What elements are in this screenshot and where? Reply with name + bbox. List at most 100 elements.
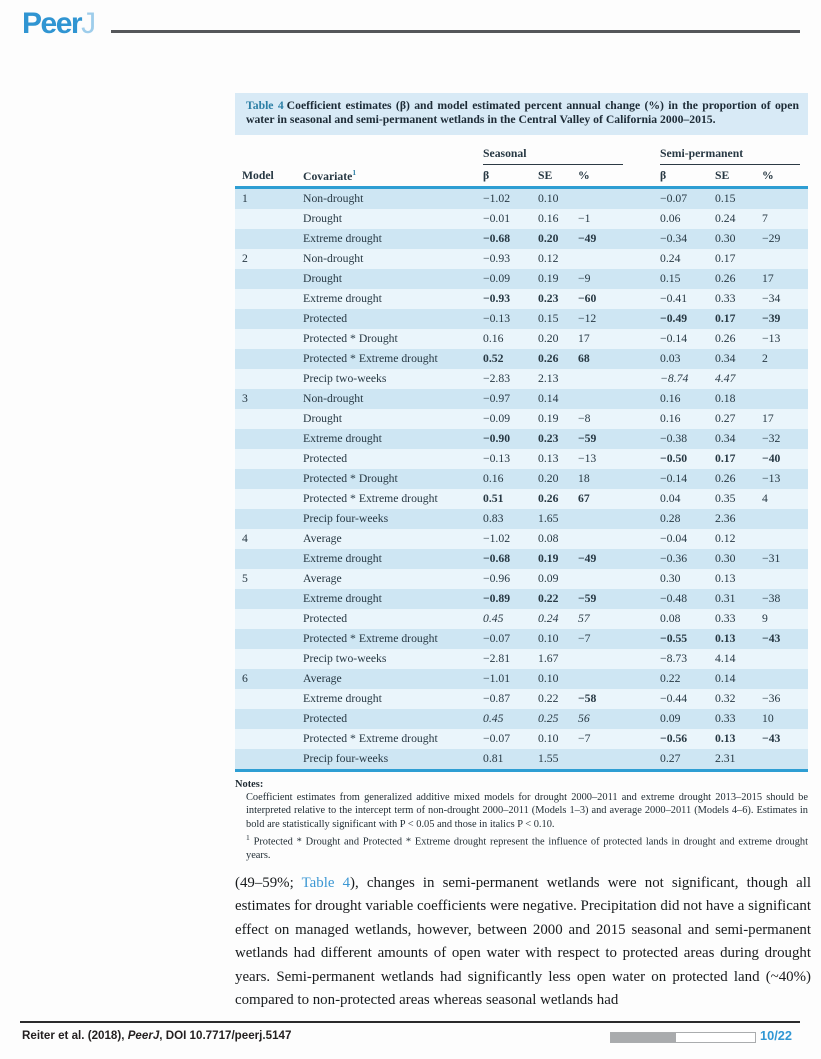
cell-semi-se: 0.34 [715, 352, 736, 366]
cell-model: 6 [242, 672, 248, 686]
table4-link[interactable]: Table 4 [301, 875, 351, 891]
cell-seasonal-beta: −0.09 [483, 412, 511, 426]
cell-covariate: Precip two-weeks [303, 652, 387, 666]
cell-covariate: Drought [303, 272, 342, 286]
cell-semi-pct: 17 [762, 272, 774, 286]
cell-covariate: Non-drought [303, 392, 364, 406]
table-row: Drought −0.09 0.19 −9 0.15 0.26 17 [235, 268, 809, 289]
table-row: 3 Non-drought −0.97 0.14 0.16 0.18 [235, 388, 809, 409]
cell-seasonal-se: 1.55 [538, 748, 578, 772]
cell-seasonal-beta: −1.01 [483, 672, 511, 686]
cell-semi-pct: 10 [762, 712, 774, 726]
column-header-row: Model Covariate1 β SE % β SE % [235, 164, 809, 189]
cell-semi-se: 0.15 [715, 192, 736, 206]
cell-semi-se: 0.18 [715, 392, 736, 406]
cell-semi-se: 4.47 [715, 372, 736, 386]
cell-semi-beta: −0.14 [660, 472, 688, 486]
group-header-seasonal: Seasonal [483, 139, 660, 165]
cell-seasonal-se: 0.08 [538, 532, 559, 546]
cell-covariate: Protected * Extreme drought [303, 352, 438, 366]
cell-semi-beta: 0.27 [660, 748, 716, 772]
table-row: Protected * Drought 0.16 0.20 17 −0.14 0.26 −1… [235, 328, 809, 349]
cell-model: 4 [242, 532, 248, 546]
cell-model [235, 269, 303, 289]
table-row: Extreme drought −0.89 0.22 −59 −0.48 0.31 −38 [235, 588, 809, 609]
col-header-seasonal-pct: % [578, 164, 661, 189]
cell-covariate: Drought [303, 212, 342, 226]
logo-text-peer: Peer [22, 7, 83, 40]
cell-semi-pct: −38 [762, 592, 781, 606]
cell-semi-beta: 0.06 [660, 212, 681, 226]
table-row: Drought −0.01 0.16 −1 0.06 0.24 7 [235, 208, 809, 229]
covariate-footnote-marker: 1 [352, 167, 357, 177]
footer-rule [20, 1021, 800, 1023]
cell-covariate: Drought [303, 412, 342, 426]
group-header-seasonal-label: Seasonal [483, 147, 624, 165]
cell-seasonal-pct: 56 [578, 712, 590, 726]
body-paragraph: (49–59%; Table 4), changes in semi-perma… [235, 872, 811, 1012]
cell-semi-beta: 0.09 [660, 712, 681, 726]
cell-seasonal-pct: −9 [578, 272, 591, 286]
cell-model [235, 409, 303, 429]
cell-semi-beta: −8.74 [660, 372, 689, 386]
body-text-pre: (49–59%; [235, 875, 302, 891]
cell-semi-pct: −34 [762, 292, 781, 306]
note-general: Coefficient estimates from generalized a… [246, 792, 808, 830]
cell-seasonal-beta: −0.96 [483, 572, 511, 586]
cell-covariate: Precip two-weeks [303, 372, 387, 386]
cell-seasonal-se: 0.19 [538, 272, 559, 286]
cell-seasonal-beta: −0.07 [483, 732, 511, 746]
cell-model [235, 289, 303, 309]
logo-text-j: J [81, 7, 96, 40]
cell-semi-beta: −0.04 [660, 532, 688, 546]
cell-semi-beta: −0.44 [660, 692, 688, 706]
cell-model [235, 589, 303, 609]
cell-semi-pct: −39 [762, 312, 781, 326]
cell-covariate: Average [303, 572, 342, 586]
cell-seasonal-se: 1.67 [538, 652, 559, 666]
citation-pre: Reiter et al. (2018), [22, 1029, 128, 1042]
cell-seasonal-beta: 0.83 [483, 512, 504, 526]
table-row: Extreme drought −0.93 0.23 −60 −0.41 0.33 −34 [235, 288, 809, 309]
col-header-covariate: Covariate1 [303, 164, 483, 189]
cell-semi-beta: −0.34 [660, 232, 688, 246]
cell-covariate: Extreme drought [303, 552, 382, 566]
cell-covariate: Protected * Extreme drought [303, 732, 438, 746]
cell-semi-se: 0.17 [715, 252, 736, 266]
table-row: Extreme drought −0.68 0.19 −49 −0.36 0.30 −31 [235, 548, 809, 569]
cell-semi-beta: 0.03 [660, 352, 681, 366]
cell-seasonal-pct: −7 [578, 732, 591, 746]
cell-model [235, 748, 303, 772]
cell-seasonal-pct [578, 529, 660, 549]
cell-semi-beta: 0.28 [660, 512, 681, 526]
cell-semi-se: 0.13 [715, 732, 736, 746]
cell-seasonal-beta: −0.07 [483, 632, 511, 646]
cell-semi-pct [762, 669, 808, 689]
cell-covariate: Extreme drought [303, 432, 382, 446]
cell-model: 1 [242, 192, 248, 206]
cell-semi-pct: 9 [762, 612, 768, 626]
cell-semi-se: 0.26 [715, 472, 736, 486]
cell-semi-pct: −36 [762, 692, 781, 706]
cell-seasonal-beta: −0.13 [483, 452, 511, 466]
cell-semi-beta: 0.24 [660, 252, 681, 266]
cell-seasonal-pct: −12 [578, 312, 597, 326]
group-header-semi-permanent-label: Semi-permanent [660, 147, 801, 165]
cell-seasonal-beta: −0.13 [483, 312, 511, 326]
cell-seasonal-pct: −49 [578, 552, 597, 566]
cell-model [235, 309, 303, 329]
cell-semi-se: 4.14 [715, 652, 736, 666]
cell-semi-se: 0.27 [715, 412, 736, 426]
cell-seasonal-beta: 0.52 [483, 352, 504, 366]
cell-semi-pct: −40 [762, 452, 781, 466]
cell-seasonal-se: 0.09 [538, 572, 559, 586]
cell-seasonal-se: 0.10 [538, 192, 559, 206]
table-caption-label: Table 4 [246, 99, 284, 112]
cell-semi-se: 0.30 [715, 232, 736, 246]
cell-seasonal-beta: 0.16 [483, 332, 504, 346]
cell-semi-beta: −0.56 [660, 732, 688, 746]
cell-seasonal-se: 0.20 [538, 232, 559, 246]
cell-covariate: Extreme drought [303, 592, 382, 606]
cell-model [235, 209, 303, 229]
cell-seasonal-pct: 68 [578, 352, 590, 366]
